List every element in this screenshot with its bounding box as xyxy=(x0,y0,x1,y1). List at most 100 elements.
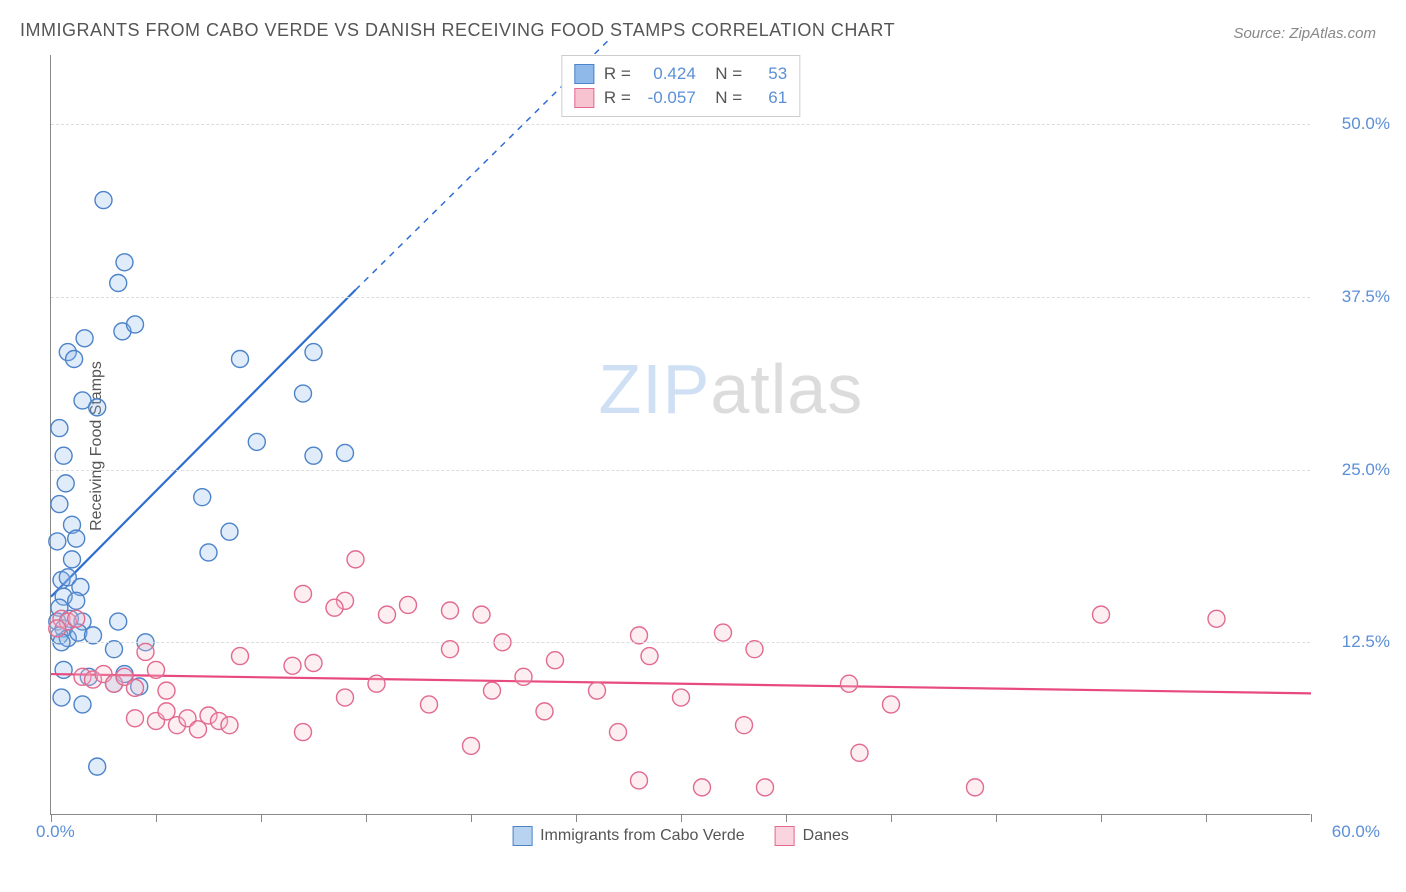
source-attribution: Source: ZipAtlas.com xyxy=(1233,25,1376,42)
x-tick xyxy=(786,814,787,822)
scatter-point xyxy=(368,675,385,692)
scatter-point xyxy=(851,744,868,761)
scatter-point xyxy=(484,682,501,699)
stats-swatch-0 xyxy=(574,64,594,84)
scatter-point xyxy=(76,330,93,347)
scatter-point xyxy=(248,433,265,450)
gridline-h xyxy=(51,297,1310,298)
scatter-point xyxy=(89,399,106,416)
x-tick xyxy=(471,814,472,822)
scatter-point xyxy=(127,316,144,333)
stats-swatch-1 xyxy=(574,88,594,108)
scatter-point xyxy=(68,610,85,627)
scatter-point xyxy=(158,682,175,699)
x-tick xyxy=(366,814,367,822)
scatter-point xyxy=(757,779,774,796)
scatter-point xyxy=(421,696,438,713)
scatter-point xyxy=(610,724,627,741)
scatter-point xyxy=(305,447,322,464)
scatter-point xyxy=(736,717,753,734)
scatter-point xyxy=(841,675,858,692)
scatter-point xyxy=(148,661,165,678)
scatter-point xyxy=(51,496,68,513)
legend-item-0: Immigrants from Cabo Verde xyxy=(512,826,745,846)
scatter-point xyxy=(64,551,81,568)
stats-row-series-0: R =0.424 N =53 xyxy=(574,62,787,86)
scatter-point xyxy=(337,444,354,461)
x-tick xyxy=(891,814,892,822)
scatter-plot-svg xyxy=(51,55,1310,814)
scatter-point xyxy=(284,657,301,674)
scatter-point xyxy=(55,661,72,678)
scatter-point xyxy=(515,668,532,685)
legend-label-0: Immigrants from Cabo Verde xyxy=(540,827,745,845)
scatter-point xyxy=(137,643,154,660)
legend-bottom: Immigrants from Cabo Verde Danes xyxy=(512,826,849,846)
correlation-stats-box: R =0.424 N =53 R =-0.057 N =61 xyxy=(561,55,800,117)
scatter-point xyxy=(232,351,249,368)
scatter-point xyxy=(295,585,312,602)
y-tick-label: 25.0% xyxy=(1320,460,1390,480)
x-tick xyxy=(681,814,682,822)
legend-item-1: Danes xyxy=(775,826,849,846)
scatter-point xyxy=(295,724,312,741)
scatter-point xyxy=(547,652,564,669)
scatter-point xyxy=(68,592,85,609)
scatter-point xyxy=(95,192,112,209)
scatter-point xyxy=(89,758,106,775)
scatter-point xyxy=(68,530,85,547)
scatter-point xyxy=(536,703,553,720)
scatter-point xyxy=(400,596,417,613)
y-tick-label: 12.5% xyxy=(1320,632,1390,652)
scatter-point xyxy=(673,689,690,706)
legend-label-1: Danes xyxy=(803,827,849,845)
gridline-h xyxy=(51,642,1310,643)
legend-swatch-0 xyxy=(512,826,532,846)
scatter-point xyxy=(55,447,72,464)
scatter-point xyxy=(442,602,459,619)
scatter-point xyxy=(57,475,74,492)
scatter-point xyxy=(51,420,68,437)
scatter-point xyxy=(194,489,211,506)
scatter-point xyxy=(66,351,83,368)
scatter-point xyxy=(1208,610,1225,627)
stats-row-series-1: R =-0.057 N =61 xyxy=(574,86,787,110)
scatter-point xyxy=(232,648,249,665)
scatter-point xyxy=(589,682,606,699)
scatter-point xyxy=(883,696,900,713)
scatter-point xyxy=(221,523,238,540)
scatter-point xyxy=(110,613,127,630)
x-tick xyxy=(156,814,157,822)
x-tick xyxy=(1311,814,1312,822)
gridline-h xyxy=(51,124,1310,125)
scatter-point xyxy=(1093,606,1110,623)
scatter-point xyxy=(127,679,144,696)
scatter-point xyxy=(74,696,91,713)
gridline-h xyxy=(51,470,1310,471)
y-tick-label: 50.0% xyxy=(1320,114,1390,134)
scatter-point xyxy=(631,772,648,789)
x-axis-origin-label: 0.0% xyxy=(36,822,75,842)
scatter-point xyxy=(641,648,658,665)
scatter-point xyxy=(305,655,322,672)
scatter-point xyxy=(473,606,490,623)
x-tick xyxy=(996,814,997,822)
scatter-point xyxy=(221,717,238,734)
scatter-point xyxy=(337,689,354,706)
x-tick xyxy=(51,814,52,822)
scatter-point xyxy=(305,344,322,361)
scatter-point xyxy=(967,779,984,796)
scatter-point xyxy=(347,551,364,568)
chart-plot-area: ZIPatlas R =0.424 N =53 R =-0.057 N =61 … xyxy=(50,55,1310,815)
legend-swatch-1 xyxy=(775,826,795,846)
scatter-point xyxy=(110,275,127,292)
scatter-point xyxy=(127,710,144,727)
chart-title: IMMIGRANTS FROM CABO VERDE VS DANISH REC… xyxy=(20,20,895,41)
scatter-point xyxy=(53,689,70,706)
scatter-point xyxy=(49,620,66,637)
scatter-point xyxy=(295,385,312,402)
x-axis-max-label: 60.0% xyxy=(1332,822,1380,842)
scatter-point xyxy=(326,599,343,616)
scatter-point xyxy=(116,254,133,271)
x-tick xyxy=(1101,814,1102,822)
